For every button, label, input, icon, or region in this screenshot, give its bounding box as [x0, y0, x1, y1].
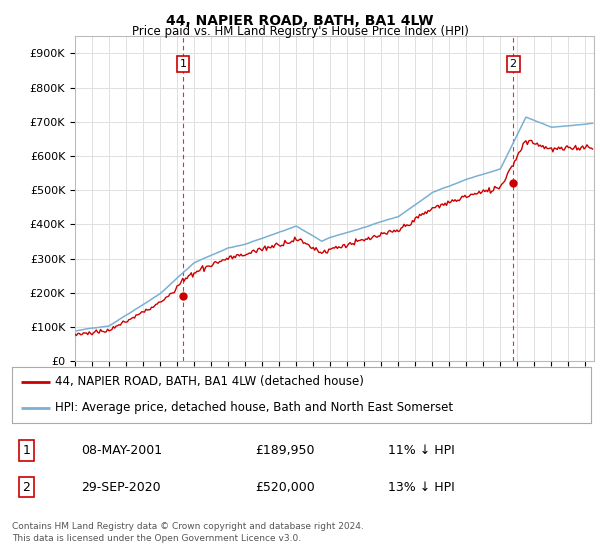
Text: 2: 2 — [509, 59, 517, 69]
Text: HPI: Average price, detached house, Bath and North East Somerset: HPI: Average price, detached house, Bath… — [55, 401, 454, 414]
Text: 2: 2 — [23, 480, 31, 494]
Text: £189,950: £189,950 — [255, 444, 314, 457]
Text: 29-SEP-2020: 29-SEP-2020 — [82, 480, 161, 494]
Text: 44, NAPIER ROAD, BATH, BA1 4LW (detached house): 44, NAPIER ROAD, BATH, BA1 4LW (detached… — [55, 375, 364, 389]
Text: £520,000: £520,000 — [255, 480, 315, 494]
Text: Price paid vs. HM Land Registry's House Price Index (HPI): Price paid vs. HM Land Registry's House … — [131, 25, 469, 38]
Text: 44, NAPIER ROAD, BATH, BA1 4LW: 44, NAPIER ROAD, BATH, BA1 4LW — [166, 14, 434, 28]
Text: 1: 1 — [179, 59, 187, 69]
Text: 13% ↓ HPI: 13% ↓ HPI — [388, 480, 455, 494]
Text: 11% ↓ HPI: 11% ↓ HPI — [388, 444, 455, 457]
Text: 1: 1 — [23, 444, 31, 457]
Text: Contains HM Land Registry data © Crown copyright and database right 2024.
This d: Contains HM Land Registry data © Crown c… — [12, 522, 364, 543]
Text: 08-MAY-2001: 08-MAY-2001 — [82, 444, 163, 457]
